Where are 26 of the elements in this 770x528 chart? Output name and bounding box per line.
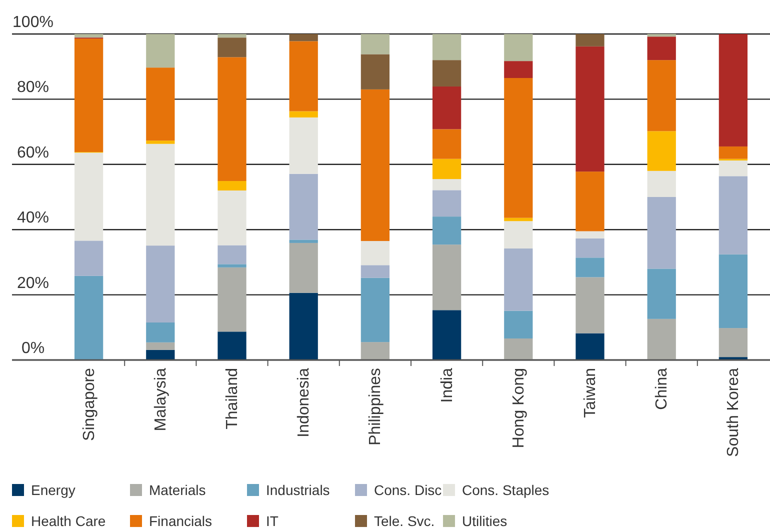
legend-label: Tele. Svc.	[374, 513, 435, 528]
y-tick-label: 100%	[12, 14, 54, 31]
x-tick-label: India	[438, 368, 456, 403]
legend-label: Health Care	[31, 513, 106, 528]
legend-label: Energy	[31, 482, 76, 498]
y-tick-label: 0%	[21, 340, 45, 357]
legend-label: Industrials	[266, 482, 330, 498]
legend-label: Utilities	[462, 513, 508, 528]
y-tick-label: 60%	[16, 144, 50, 162]
legend-label: IT	[266, 513, 279, 528]
legend-label: Cons. Disc	[374, 482, 442, 498]
x-tick-label: Philippines	[367, 368, 384, 446]
x-tick-label: Singapore	[80, 368, 98, 441]
x-tick-label: China	[654, 368, 671, 410]
x-tick-label: Malaysia	[152, 368, 170, 432]
legend-label: Financials	[149, 513, 212, 528]
x-tick-label: Taiwan	[582, 368, 599, 418]
legend-label: Materials	[149, 482, 206, 498]
x-tick-label: Thailand	[224, 368, 241, 430]
x-tick-label: Indonesia	[296, 368, 313, 438]
y-tick-label: 80%	[16, 79, 50, 96]
legend-label: Cons. Staples	[462, 482, 550, 498]
x-tick-label: Hong Kong	[510, 368, 528, 448]
y-tick-label: 20%	[16, 274, 50, 292]
y-tick-label: 40%	[16, 210, 50, 227]
x-tick-label: South Korea	[725, 368, 742, 457]
